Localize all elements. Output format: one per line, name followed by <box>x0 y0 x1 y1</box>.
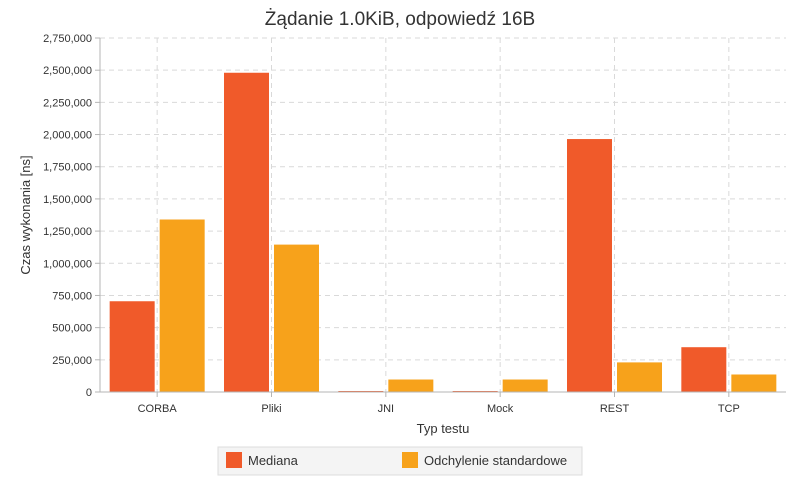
y-tick-label: 2,500,000 <box>43 65 92 77</box>
grid <box>100 37 786 392</box>
bar-pliki-mediana <box>224 72 269 393</box>
x-tick-labels: CORBA Pliki JNI Mock REST TCP <box>138 392 740 415</box>
bar-corba-mediana <box>109 301 155 392</box>
y-tick-label: 2,000,000 <box>43 130 92 142</box>
axes <box>99 38 786 393</box>
y-tick-label: 2,750,000 <box>43 33 92 45</box>
x-axis-title: Typ testu <box>417 421 470 436</box>
y-tick-label: 1,250,000 <box>43 226 92 238</box>
bar-corba-odchylenie <box>159 219 205 392</box>
legend-swatch-mediana <box>226 452 242 468</box>
legend-box <box>217 446 583 476</box>
bar-pliki-odchylenie <box>274 244 319 392</box>
chart-title: Żądanie 1.0KiB, odpowiedź 16B <box>265 9 535 30</box>
y-tick-label: 250,000 <box>52 355 92 367</box>
y-tick-label: 1,000,000 <box>43 258 92 270</box>
legend-label-mediana: Mediana <box>248 453 299 468</box>
x-tick-label: TCP <box>718 403 740 415</box>
x-tick-label: REST <box>600 403 630 415</box>
y-tick-label: 0 <box>86 387 92 399</box>
bar-rest-odchylenie <box>617 362 662 392</box>
bar-mock-odchylenie <box>502 379 548 392</box>
y-tick-label: 1,750,000 <box>43 162 92 174</box>
bar-tcp-mediana <box>681 347 727 392</box>
bar-tcp-odchylenie <box>731 374 777 392</box>
y-tick-label: 1,500,000 <box>43 194 92 206</box>
y-tick-label: 750,000 <box>52 290 92 302</box>
bar-rest-mediana <box>567 139 612 392</box>
legend-label-odchylenie: Odchylenie standardowe <box>424 453 567 468</box>
x-tick-label: JNI <box>378 403 395 415</box>
legend-swatch-odchylenie <box>402 452 418 468</box>
x-tick-label: Pliki <box>261 403 281 415</box>
x-tick-label: Mock <box>487 403 514 415</box>
y-tick-label: 2,250,000 <box>43 97 92 109</box>
y-axis-title: Czas wykonania [ns] <box>18 155 33 274</box>
y-tick-labels: 0 250,000 500,000 750,000 1,000,000 1,250,000… <box>43 33 100 399</box>
legend: Mediana Odchylenie standardowe <box>226 452 567 468</box>
y-tick-label: 500,000 <box>52 323 92 335</box>
bars <box>109 72 777 393</box>
x-tick-label: CORBA <box>138 403 178 415</box>
bar-jni-odchylenie <box>388 379 434 392</box>
